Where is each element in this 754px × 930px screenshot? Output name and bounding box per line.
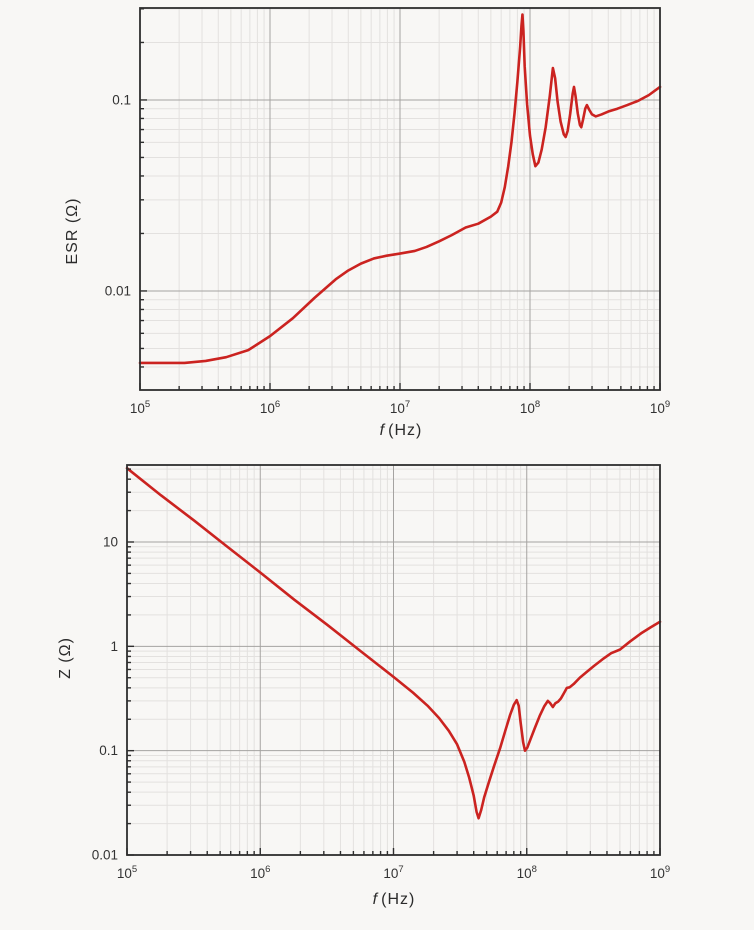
esr-vs-frequency-curve bbox=[138, 13, 662, 365]
impedance-vs-frequency-x-tick-label: 109 bbox=[650, 864, 670, 881]
esr-vs-frequency-y-tick-label: 0.1 bbox=[112, 92, 131, 107]
impedance-x-axis-label: f (Hz) bbox=[373, 891, 416, 909]
esr-vs-frequency-plot: 105 106 107 108 109 0.1 0.01 bbox=[105, 7, 670, 416]
esr-vs-frequency-minor-grid bbox=[140, 8, 660, 390]
esr-vs-frequency-major-grid bbox=[140, 8, 660, 390]
esr-vs-frequency-x-tick-label: 106 bbox=[260, 399, 280, 416]
esr-vs-frequency-ticks bbox=[139, 8, 661, 390]
esr-vs-frequency-x-tick-label: 109 bbox=[650, 399, 670, 416]
impedance-vs-frequency-y-tick-label: 10 bbox=[103, 534, 118, 549]
esr-vs-frequency-x-tick-label: 107 bbox=[390, 399, 410, 416]
impedance-vs-frequency-ticks bbox=[126, 468, 661, 856]
impedance-vs-frequency-y-tick-label: 1 bbox=[110, 639, 118, 654]
esr-vs-frequency-x-tick-label: 105 bbox=[130, 399, 150, 416]
impedance-vs-frequency-plot: 105 106 107 108 109 10 1 0.1 0.01 bbox=[92, 464, 670, 881]
impedance-vs-frequency-curve bbox=[125, 466, 662, 820]
impedance-vs-frequency-x-tick-label: 108 bbox=[517, 864, 537, 881]
esr-x-axis-label-f: f bbox=[379, 422, 385, 439]
esr-vs-frequency-y-tick-label: 0.01 bbox=[105, 283, 131, 298]
esr-y-axis-label: ESR (Ω) bbox=[64, 197, 81, 265]
impedance-vs-frequency-y-tick-label: 0.1 bbox=[99, 743, 118, 758]
impedance-vs-frequency-x-tick-label: 106 bbox=[250, 864, 270, 881]
impedance-vs-frequency-major-grid bbox=[127, 465, 660, 855]
esr-x-axis-label: f (Hz) bbox=[380, 422, 423, 440]
impedance-y-axis-label: Z (Ω) bbox=[57, 637, 74, 679]
impedance-vs-frequency-x-tick-label: 107 bbox=[383, 864, 403, 881]
impedance-vs-frequency-x-tick-label: 105 bbox=[117, 864, 137, 881]
esr-vs-frequency-x-tick-label: 108 bbox=[520, 399, 540, 416]
impedance-vs-frequency-y-tick-label: 0.01 bbox=[92, 848, 118, 863]
esr-x-axis-label-unit: (Hz) bbox=[388, 422, 423, 439]
impedance-x-axis-label-unit: (Hz) bbox=[381, 891, 416, 908]
impedance-x-axis-label-f: f bbox=[372, 891, 378, 908]
impedance-vs-frequency-minor-grid bbox=[127, 465, 660, 855]
